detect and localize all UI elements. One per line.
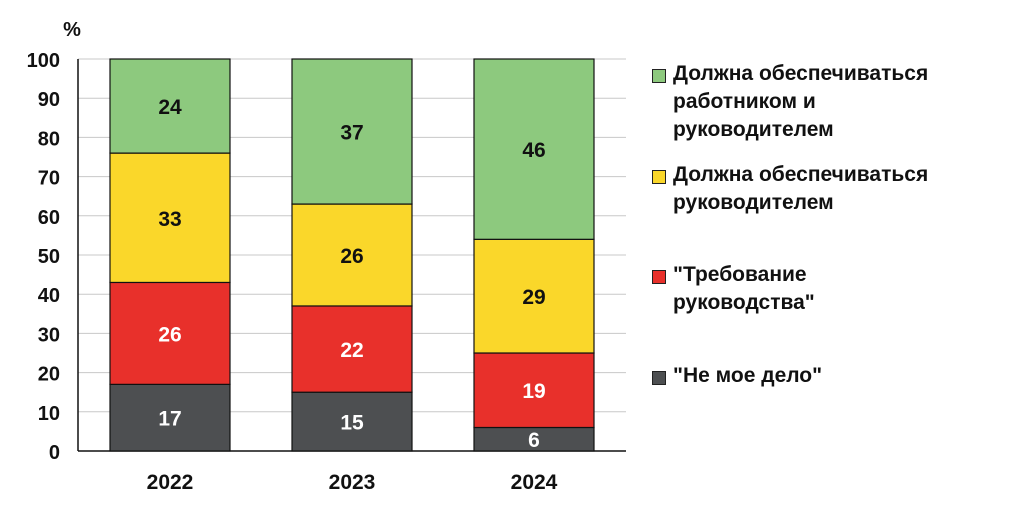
- legend-swatch-red: [652, 270, 666, 284]
- y-tick-label: 20: [38, 364, 60, 386]
- legend-label: Должна обеспечиваться руководителем: [673, 163, 929, 214]
- legend-swatch-dark-gray: [652, 371, 666, 385]
- y-tick-label: 30: [38, 324, 60, 346]
- legend-item-manager: Должна обеспечиваться руководителем: [652, 161, 928, 217]
- y-tick-label: 60: [38, 207, 60, 229]
- data-label: 19: [522, 380, 545, 403]
- legend-label: Должна обеспечиваться работником и руков…: [673, 62, 929, 141]
- y-tick-label: 100: [27, 50, 60, 72]
- legend-item-employee-and-manager: Должна обеспечиваться работником и руков…: [652, 60, 928, 144]
- legend-label: "Не мое дело": [673, 364, 823, 387]
- y-tick-label: 40: [38, 285, 60, 307]
- y-tick-label: 80: [38, 128, 60, 150]
- data-label: 26: [158, 323, 181, 346]
- data-label: 15: [340, 412, 364, 435]
- bar-segment: [473, 238, 595, 354]
- bar-segment: [473, 58, 595, 240]
- data-label: 33: [158, 208, 181, 231]
- bar-segment: [109, 281, 231, 385]
- data-labels: 17 26 33 24 15 22 26 37 6 19 29 46: [158, 96, 545, 452]
- y-tick-label: 0: [49, 442, 60, 464]
- data-label: 29: [522, 286, 545, 309]
- y-tick-label: 50: [38, 246, 60, 268]
- x-tick-label: 2024: [511, 471, 558, 494]
- bar-segment: [291, 305, 413, 393]
- bar-segment: [291, 58, 413, 205]
- bar-segment: [109, 58, 231, 154]
- x-tick-label: 2022: [147, 471, 194, 494]
- legend-label: "Требование руководства": [673, 263, 815, 314]
- legend-item-management-requirement: "Требование руководства": [652, 261, 815, 317]
- bars: [109, 58, 595, 452]
- data-label: 24: [158, 96, 182, 119]
- y-axis-label: %: [63, 19, 81, 41]
- y-tick-label: 90: [38, 89, 60, 111]
- data-label: 22: [340, 339, 363, 362]
- bar-segment: [291, 203, 413, 307]
- bar-segment: [109, 152, 231, 284]
- x-tick-label: 2023: [329, 471, 376, 494]
- y-tick-label: 70: [38, 168, 60, 190]
- legend-swatch-yellow: [652, 170, 666, 184]
- data-label: 46: [522, 139, 545, 162]
- data-label: 26: [340, 245, 363, 268]
- bar-segment: [109, 383, 231, 452]
- legend-item-not-my-business: "Не мое дело": [652, 362, 822, 390]
- data-label: 6: [528, 429, 540, 452]
- data-label: 37: [340, 122, 363, 145]
- y-tick-label: 10: [38, 403, 60, 425]
- legend-swatch-green: [652, 69, 666, 83]
- bar-segment: [473, 352, 595, 429]
- data-label: 17: [158, 408, 181, 431]
- bar-segment: [291, 391, 413, 452]
